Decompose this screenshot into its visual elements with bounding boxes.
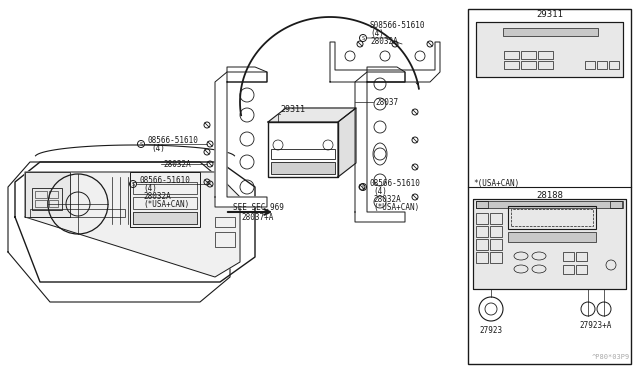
Bar [473, 199, 626, 289]
Bar [268, 122, 338, 177]
Text: S: S [140, 141, 143, 147]
Bar [49, 191, 58, 198]
Bar [538, 61, 553, 69]
Text: 28037+A: 28037+A [242, 212, 274, 221]
Text: S: S [362, 35, 365, 41]
Bar [133, 212, 197, 224]
Bar [563, 265, 574, 274]
Bar [215, 232, 235, 247]
Bar [271, 162, 335, 174]
Bar [476, 201, 488, 208]
Bar [468, 9, 631, 364]
Bar [133, 197, 197, 209]
Polygon shape [15, 162, 255, 282]
Bar [508, 232, 596, 242]
Bar [133, 212, 197, 224]
Text: 27923+A: 27923+A [580, 321, 612, 330]
Polygon shape [8, 162, 230, 302]
Text: 08566-51610: 08566-51610 [148, 135, 199, 144]
Polygon shape [367, 67, 405, 82]
Text: 28188: 28188 [536, 190, 563, 199]
Bar [476, 252, 488, 263]
Bar [490, 252, 502, 263]
Bar [508, 206, 596, 229]
Bar [511, 209, 593, 226]
Bar [597, 61, 607, 69]
Bar [476, 226, 488, 237]
Text: S: S [131, 182, 134, 186]
Text: *(USA+CAN): *(USA+CAN) [473, 179, 519, 187]
Text: S08566-51610: S08566-51610 [370, 21, 426, 30]
Text: 28032A: 28032A [370, 37, 397, 46]
Text: 08566-51610: 08566-51610 [370, 179, 421, 187]
Bar [133, 182, 197, 194]
Bar [503, 28, 598, 36]
Bar [476, 201, 623, 208]
Bar [504, 51, 519, 59]
Polygon shape [355, 72, 405, 222]
Bar [473, 199, 626, 289]
Text: (4): (4) [370, 29, 384, 38]
Bar [35, 191, 47, 198]
Bar [271, 149, 335, 159]
Bar [476, 22, 623, 77]
Polygon shape [25, 172, 240, 277]
Text: 27923: 27923 [479, 326, 502, 335]
Polygon shape [25, 172, 70, 217]
Bar [490, 226, 502, 237]
Bar [32, 188, 62, 210]
Text: 29311: 29311 [280, 105, 305, 114]
Bar [490, 213, 502, 224]
Bar [476, 239, 488, 250]
Bar [35, 200, 47, 207]
Text: 08566-51610: 08566-51610 [140, 176, 191, 185]
Bar [130, 172, 200, 227]
Bar [476, 213, 488, 224]
Bar [476, 22, 623, 77]
Text: S: S [362, 185, 365, 189]
Polygon shape [215, 72, 267, 207]
Text: (4): (4) [151, 144, 165, 153]
Bar [521, 61, 536, 69]
Text: 28032A: 28032A [373, 195, 401, 203]
Text: SEE SEC.969: SEE SEC.969 [232, 202, 284, 212]
Bar [563, 252, 574, 261]
Bar [490, 239, 502, 250]
Bar [538, 51, 553, 59]
Text: 28032A: 28032A [143, 192, 171, 201]
Text: 28032A: 28032A [163, 160, 191, 169]
Bar [30, 209, 125, 217]
Bar [609, 61, 619, 69]
Polygon shape [268, 108, 356, 122]
Bar [610, 201, 622, 208]
Text: 28037: 28037 [375, 97, 398, 106]
Text: (*USA+CAN): (*USA+CAN) [373, 202, 419, 212]
Polygon shape [227, 67, 267, 82]
Text: 29311: 29311 [536, 10, 563, 19]
Polygon shape [338, 108, 356, 177]
Bar [49, 200, 58, 207]
Text: (4): (4) [373, 186, 387, 196]
Bar [585, 61, 595, 69]
Bar [521, 51, 536, 59]
Text: (4): (4) [143, 183, 157, 192]
Text: (*USA+CAN): (*USA+CAN) [143, 199, 189, 208]
Bar [504, 61, 519, 69]
Polygon shape [330, 42, 440, 82]
Bar [576, 265, 587, 274]
Text: ^P80*03P9: ^P80*03P9 [592, 354, 630, 360]
Bar [215, 217, 235, 227]
Bar [576, 252, 587, 261]
